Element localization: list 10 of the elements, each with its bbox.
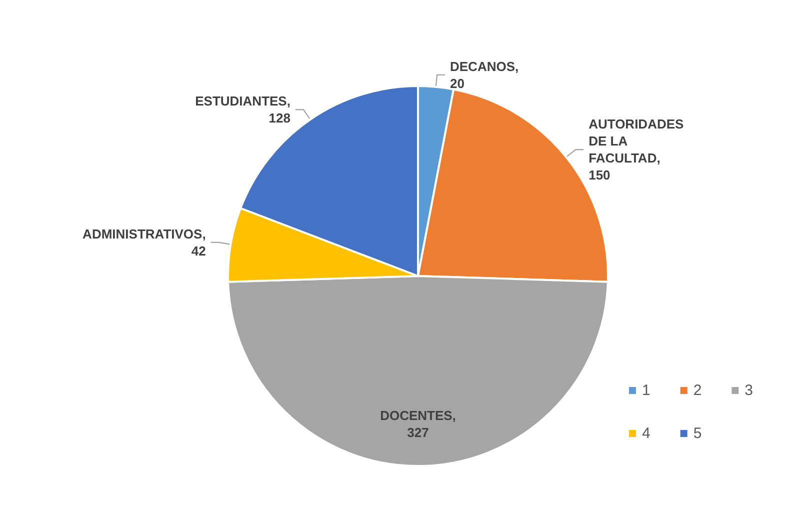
data-label: DOCENTES, 327 xyxy=(380,408,456,440)
data-label: ADMINISTRATIVOS, 42 xyxy=(82,226,206,258)
legend-label: 1 xyxy=(642,382,650,399)
data-label: AUTORIDADES DE LA FACULTAD, 150 xyxy=(588,116,684,183)
legend-label: 5 xyxy=(693,425,702,442)
data-label: DECANOS, 20 xyxy=(450,58,519,91)
legend-label: 4 xyxy=(642,425,650,442)
data-label: ESTUDIANTES, 128 xyxy=(195,94,290,126)
legend-label: 2 xyxy=(693,382,702,399)
legend-label: 3 xyxy=(744,382,753,399)
